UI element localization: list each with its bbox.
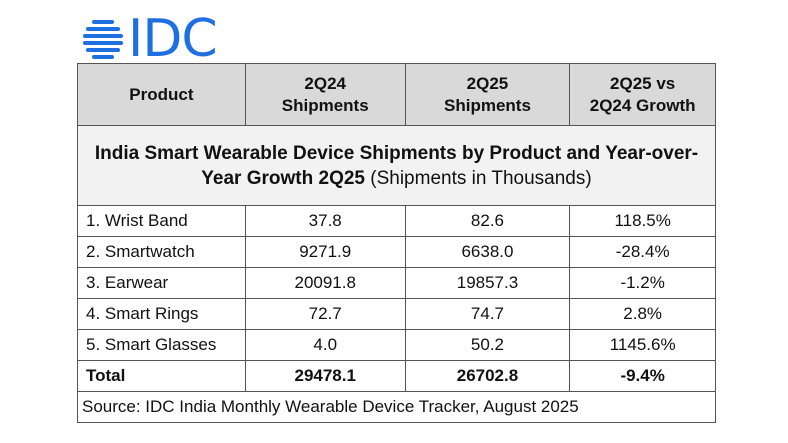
source-note: Source: IDC India Monthly Wearable Devic…: [77, 391, 716, 423]
table-cell: 20091.8: [244, 267, 406, 299]
table-cell: 4. Smart Rings: [77, 298, 246, 330]
table-cell: 1145.6%: [569, 329, 716, 361]
table-cell: 4.0: [244, 329, 406, 361]
table-row: 4. Smart Rings 72.7 74.7 2.8%: [77, 298, 716, 330]
table-cell: 37.8: [244, 205, 406, 237]
column-header: 2Q24 Shipments: [244, 63, 406, 126]
logo-text: IDC: [128, 9, 218, 69]
column-header: 2Q25 Shipments: [404, 63, 571, 126]
title-bold: India Smart Wearable Device Shipments by…: [94, 142, 699, 189]
total-cell: -9.4%: [569, 360, 716, 392]
total-cell: 29478.1: [244, 360, 406, 392]
idc-globe-icon: [83, 20, 123, 59]
header-row: Product 2Q24 Shipments 2Q25 Shipments 2Q25 vs…: [77, 63, 716, 126]
table-cell: 82.6: [404, 205, 571, 237]
table-row: 2. Smartwatch 9271.9 6638.0 -28.4%: [77, 236, 716, 268]
table-cell: 74.7: [404, 298, 571, 330]
table-cell: 50.2: [404, 329, 571, 361]
column-header: 2Q25 vs 2Q24 Growth: [569, 63, 716, 126]
table-cell: -28.4%: [569, 236, 716, 268]
table-cell: 3. Earwear: [77, 267, 246, 299]
table-cell: 118.5%: [569, 205, 716, 237]
table-cell: 2.8%: [569, 298, 716, 330]
column-header: Product: [77, 63, 246, 126]
table-cell: 6638.0: [404, 236, 571, 268]
table-row: 1. Wrist Band 37.8 82.6 118.5%: [77, 205, 716, 237]
title-units: (Shipments in Thousands): [364, 167, 592, 189]
shipments-table: India Smart Wearable Device Shipments by…: [77, 63, 716, 423]
table-cell: 19857.3: [404, 267, 571, 299]
table-cell: 5. Smart Glasses: [77, 329, 246, 361]
table-cell: 9271.9: [244, 236, 406, 268]
table-cell: 1. Wrist Band: [77, 205, 246, 237]
table-cell: -1.2%: [569, 267, 716, 299]
table-row: 3. Earwear 20091.8 19857.3 -1.2%: [77, 267, 716, 299]
table-row: 5. Smart Glasses 4.0 50.2 1145.6%: [77, 329, 716, 361]
table-cell: 2. Smartwatch: [77, 236, 246, 268]
total-cell: Total: [77, 360, 246, 392]
table-title: India Smart Wearable Device Shipments by…: [77, 125, 716, 206]
total-row: Total 29478.1 26702.8 -9.4%: [77, 360, 716, 392]
total-cell: 26702.8: [404, 360, 571, 392]
table-cell: 72.7: [244, 298, 406, 330]
idc-logo: IDC: [82, 9, 218, 69]
